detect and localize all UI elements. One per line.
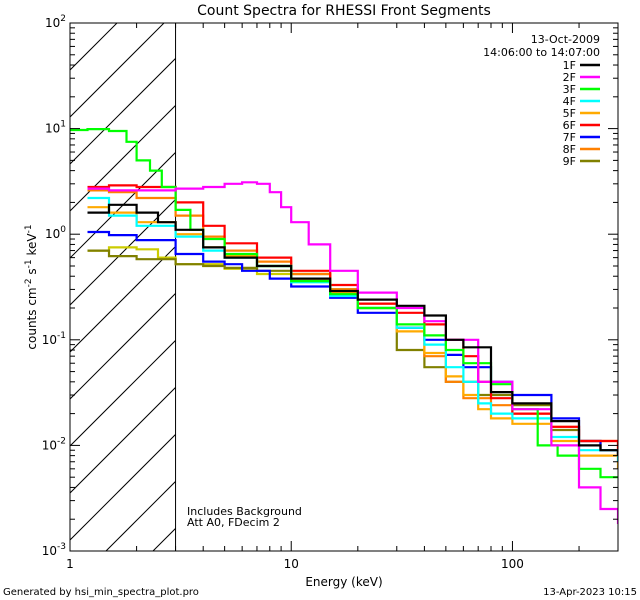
legend-label: 2F [563,71,576,84]
axis-ticks [69,22,619,552]
x-axis-label: Energy (keV) [305,575,382,589]
x-tick-label: 1 [66,557,74,571]
y-tick-label: 102 [45,14,66,30]
hatch-line [70,23,165,118]
hatch-line [70,23,118,71]
legend-label: 4F [563,95,576,108]
series-line-2f [87,181,618,524]
legend-label: 1F [563,59,576,72]
hatched-region [70,23,177,551]
y-axis-label: counts cm-2 s-1 keV-1 [24,224,39,349]
time-range-label: 14:06:00 to 14:07:00 [483,46,600,59]
chart-title: Count Spectra for RHESSI Front Segments [197,3,491,19]
y-label-part: s [25,268,39,278]
hatch-line [70,339,176,447]
y-label-exp: -1 [24,224,34,233]
x-tick-label: 100 [501,557,524,571]
annotation-attenuator: Att A0, FDecim 2 [187,516,280,529]
y-label-part: keV [25,233,39,260]
y-tick-label: 10-3 [42,542,66,558]
hatch-line [70,433,176,541]
x-tick-labels: 1 10 100 [66,557,524,571]
hatch-line [70,104,176,212]
y-tick-label: 100 [45,225,66,241]
legend-label: 7F [563,131,576,144]
y-tick-label: 10-2 [42,436,66,452]
hatch-line [70,151,176,259]
hatch-line [70,57,176,165]
legend-label: 8F [563,143,576,156]
series-line-1f [87,203,618,456]
plot-frame [69,22,619,552]
series-lines [70,128,618,524]
y-tick-label: 10-1 [42,331,66,347]
legend-label: 9F [563,155,576,168]
date-label: 13-Oct-2009 [531,33,600,46]
y-label-part: counts cm [25,287,39,349]
series-line-3f [70,128,618,479]
hatch-line [70,292,176,400]
hatch-line [70,198,176,306]
y-label-exp: -2 [24,278,34,287]
hatch-line [70,386,176,494]
timestamp-label: 13-Apr-2023 10:15 [543,587,637,598]
hatch-line [70,23,71,24]
hatch-line [105,480,176,551]
x-tick-label: 10 [284,557,299,571]
y-tick-labels: 10-3 10-2 10-1 100 101 102 [42,14,67,558]
hatch-line [70,245,176,353]
legend-label: 5F [563,107,576,120]
generated-by-label: Generated by hsi_min_spectra_plot.pro [3,587,199,598]
legend-label: 6F [563,119,576,132]
y-label-exp: -1 [24,259,34,268]
y-tick-label: 101 [45,120,66,136]
annotation-background: Includes Background [187,505,302,518]
legend-label: 3F [563,83,576,96]
